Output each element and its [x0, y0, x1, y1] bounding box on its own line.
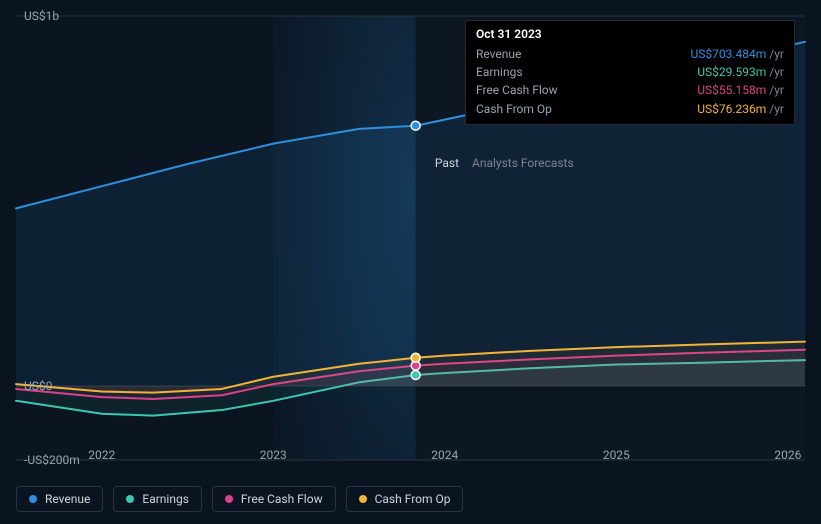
- x-axis-label: 2022: [88, 448, 115, 462]
- legend-item-free-cash-flow[interactable]: Free Cash Flow: [212, 486, 336, 512]
- legend-swatch: [225, 495, 233, 503]
- legend-swatch: [359, 495, 367, 503]
- y-axis-label: -US$200m: [24, 453, 80, 467]
- tooltip-date: Oct 31 2023: [476, 27, 784, 41]
- tooltip-row: Earnings US$29.593m/yr: [476, 63, 784, 81]
- tooltip-series-value: US$76.236m/yr: [697, 101, 784, 117]
- y-axis-label: US$0: [24, 379, 52, 393]
- legend-item-revenue[interactable]: Revenue: [16, 486, 103, 512]
- tooltip-row: Revenue US$703.484m/yr: [476, 45, 784, 63]
- forecast-label: Analysts Forecasts: [472, 156, 574, 170]
- legend-label: Free Cash Flow: [241, 492, 323, 506]
- past-label: Past: [435, 156, 459, 170]
- tooltip-series-name: Revenue: [476, 46, 521, 62]
- legend-label: Earnings: [142, 492, 189, 506]
- legend-label: Revenue: [45, 492, 90, 506]
- x-axis-label: 2023: [260, 448, 287, 462]
- data-tooltip: Oct 31 2023 RevenueUS$703.484m/yrEarning…: [465, 20, 795, 125]
- tooltip-series-name: Earnings: [476, 64, 523, 80]
- tooltip-series-value: US$55.158m/yr: [697, 82, 784, 98]
- legend-swatch: [126, 495, 134, 503]
- x-axis-label: 2025: [603, 448, 630, 462]
- tooltip-series-name: Free Cash Flow: [476, 82, 558, 98]
- y-axis-label: US$1b: [24, 9, 59, 23]
- legend-item-earnings[interactable]: Earnings: [113, 486, 202, 512]
- legend-item-cash-from-op[interactable]: Cash From Op: [346, 486, 464, 512]
- tooltip-series-value: US$703.484m/yr: [690, 46, 784, 62]
- tooltip-series-value: US$29.593m/yr: [697, 64, 784, 80]
- tooltip-row: Free Cash Flow US$55.158m/yr: [476, 81, 784, 99]
- tooltip-series-name: Cash From Op: [476, 101, 552, 117]
- chart-legend: Revenue Earnings Free Cash Flow Cash From O…: [16, 486, 463, 512]
- x-axis-label: 2026: [774, 448, 801, 462]
- legend-swatch: [29, 495, 37, 503]
- tooltip-row: Cash From Op US$76.236m/yr: [476, 100, 784, 118]
- legend-label: Cash From Op: [375, 492, 451, 506]
- x-axis-label: 2024: [431, 448, 458, 462]
